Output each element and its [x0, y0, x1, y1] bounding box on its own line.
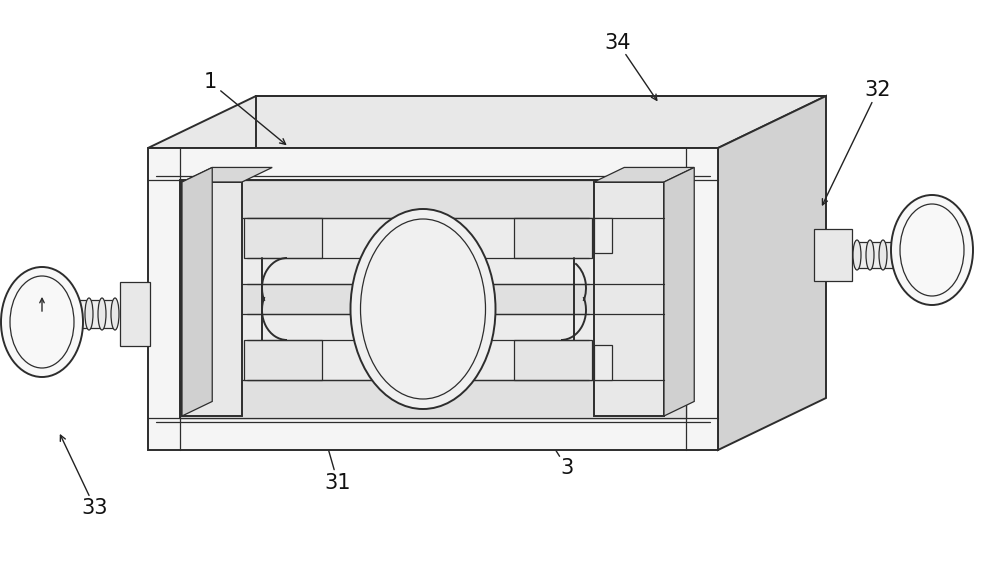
- Text: 33: 33: [82, 498, 108, 518]
- Text: 1: 1: [203, 72, 217, 92]
- Ellipse shape: [111, 298, 119, 330]
- Text: 3: 3: [560, 458, 574, 478]
- Polygon shape: [244, 218, 322, 258]
- Ellipse shape: [918, 240, 926, 270]
- Ellipse shape: [905, 240, 913, 270]
- Ellipse shape: [879, 240, 887, 270]
- Ellipse shape: [59, 298, 67, 330]
- Text: 32: 32: [865, 80, 891, 100]
- Polygon shape: [180, 284, 686, 314]
- Polygon shape: [664, 168, 694, 416]
- Polygon shape: [148, 96, 826, 148]
- Polygon shape: [182, 182, 242, 416]
- Text: 34: 34: [605, 33, 631, 53]
- Polygon shape: [182, 168, 212, 416]
- Polygon shape: [594, 345, 612, 380]
- Polygon shape: [244, 340, 322, 380]
- Polygon shape: [594, 218, 612, 253]
- Polygon shape: [514, 340, 592, 380]
- Polygon shape: [50, 300, 115, 328]
- Ellipse shape: [98, 298, 106, 330]
- Polygon shape: [148, 148, 718, 450]
- Ellipse shape: [891, 195, 973, 305]
- Ellipse shape: [1, 267, 83, 377]
- Polygon shape: [718, 96, 826, 450]
- Polygon shape: [180, 180, 686, 218]
- Ellipse shape: [892, 240, 900, 270]
- Ellipse shape: [72, 298, 80, 330]
- Ellipse shape: [853, 240, 861, 270]
- Polygon shape: [514, 218, 592, 258]
- Ellipse shape: [85, 298, 93, 330]
- Polygon shape: [857, 242, 922, 268]
- Ellipse shape: [46, 298, 54, 330]
- Polygon shape: [594, 182, 664, 416]
- Polygon shape: [594, 168, 694, 182]
- Polygon shape: [814, 229, 852, 281]
- Polygon shape: [182, 168, 272, 182]
- Polygon shape: [120, 282, 150, 346]
- Text: 31: 31: [325, 473, 351, 493]
- Ellipse shape: [866, 240, 874, 270]
- Ellipse shape: [351, 209, 496, 409]
- Polygon shape: [180, 380, 686, 418]
- Polygon shape: [180, 180, 686, 418]
